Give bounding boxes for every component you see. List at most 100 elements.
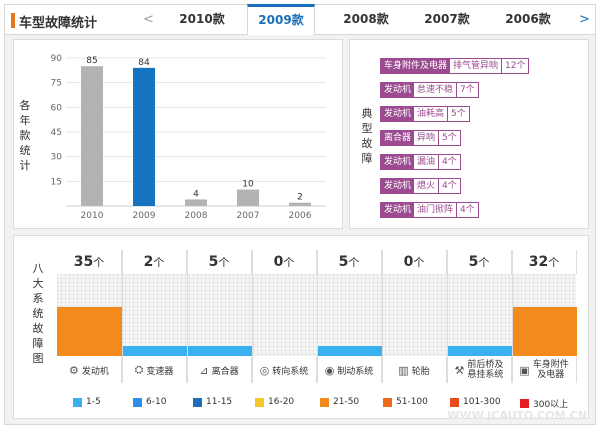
tab-2006[interactable]: 2006款 bbox=[505, 12, 551, 26]
system-count: 5个 bbox=[447, 250, 512, 274]
system-label[interactable]: ◎ 转向系统 bbox=[252, 357, 317, 383]
legend-item: 101-300 bbox=[450, 397, 501, 407]
count-value: 0 bbox=[403, 254, 414, 270]
label-char: 款 bbox=[19, 129, 31, 142]
legend-label: 51-100 bbox=[396, 397, 428, 407]
battery-icon: ▣ bbox=[519, 363, 530, 377]
fault-stats-widget: 车型故障统计 < 2010款 2009款 2008款 2007款 2006款 >… bbox=[4, 4, 596, 425]
system-name: 转向系统 bbox=[272, 366, 309, 377]
year-stats-panel: 各 年 款 统 计 15 30 45 60 75 90 85 2010 84 2009 4 2008 1… bbox=[13, 39, 343, 229]
system-name: 发动机 bbox=[81, 366, 109, 377]
legend-swatch bbox=[255, 397, 264, 407]
fault-category: 发动机 bbox=[381, 155, 415, 169]
fault-count: 7个 bbox=[457, 83, 478, 97]
system-name: 离合器 bbox=[211, 366, 239, 377]
legend-label: 21-50 bbox=[333, 397, 360, 407]
tab-2007[interactable]: 2007款 bbox=[424, 12, 470, 26]
count-value: 5 bbox=[208, 254, 219, 270]
tab-2010[interactable]: 2010款 bbox=[179, 12, 225, 26]
bar-value-label: 84 bbox=[138, 58, 150, 68]
system-label[interactable]: ⊿ 离合器 bbox=[187, 357, 252, 383]
label-char: 典 bbox=[361, 107, 373, 120]
legend-swatch bbox=[193, 397, 202, 407]
system-name: 轮胎 bbox=[411, 366, 430, 377]
system-level-bar[interactable] bbox=[512, 307, 577, 356]
fault-item[interactable]: 车身附件及电器 排气管异响 12个 bbox=[380, 58, 530, 74]
fault-category: 车身附件及电器 bbox=[381, 59, 451, 73]
fault-category: 离合器 bbox=[381, 131, 415, 145]
legend-item: 11-15 bbox=[193, 397, 232, 407]
header-bar: 车型故障统计 < 2010款 2009款 2008款 2007款 2006款 > bbox=[5, 4, 595, 35]
system-label[interactable]: ▣ 车身附件 及电器 bbox=[512, 357, 577, 383]
fault-item[interactable]: 离合器 异响 5个 bbox=[380, 130, 461, 146]
tab-2009[interactable]: 2009款 bbox=[247, 4, 315, 35]
system-level-bar[interactable] bbox=[447, 346, 512, 356]
tab-2008[interactable]: 2008款 bbox=[343, 12, 389, 26]
legend-swatch bbox=[450, 397, 459, 407]
legend-item: 21-50 bbox=[320, 397, 359, 407]
count-unit: 个 bbox=[93, 256, 105, 269]
legend-item: 51-100 bbox=[383, 397, 428, 407]
system-level-bar[interactable] bbox=[122, 346, 187, 356]
y-tick-label: 60 bbox=[51, 103, 63, 113]
fault-item[interactable]: 发动机 油耗高 5个 bbox=[380, 106, 470, 122]
y-tick-label: 15 bbox=[51, 177, 62, 187]
prev-arrow-icon[interactable]: < bbox=[143, 12, 154, 27]
legend-swatch bbox=[383, 397, 392, 407]
y-tick-label: 90 bbox=[51, 54, 63, 64]
title-accent bbox=[11, 13, 15, 28]
legend-label: 1-5 bbox=[86, 397, 101, 407]
legend-swatch bbox=[133, 397, 142, 407]
system-label[interactable]: ⛭ 变速器 bbox=[122, 357, 187, 383]
system-level-bar[interactable] bbox=[187, 346, 252, 356]
system-level-bar[interactable] bbox=[57, 307, 122, 356]
count-unit: 个 bbox=[478, 256, 490, 269]
fault-count: 4个 bbox=[439, 179, 460, 193]
label-char: 障 bbox=[32, 337, 44, 350]
bar-2009[interactable] bbox=[133, 67, 155, 206]
column-divider bbox=[187, 250, 188, 383]
label-char: 图 bbox=[32, 352, 44, 365]
count-value: 32 bbox=[528, 254, 549, 270]
count-unit: 个 bbox=[348, 256, 360, 269]
fault-item[interactable]: 发动机 怠速不稳 7个 bbox=[380, 82, 479, 98]
bar-2007[interactable] bbox=[237, 189, 259, 206]
fault-count: 5个 bbox=[448, 107, 469, 121]
fault-category: 发动机 bbox=[381, 179, 415, 193]
label-char: 系 bbox=[32, 292, 44, 305]
bar-2010[interactable] bbox=[81, 66, 103, 206]
fault-item[interactable]: 发动机 熄火 4个 bbox=[380, 178, 461, 194]
x-tick-label: 2006 bbox=[289, 211, 312, 221]
legend-swatch bbox=[73, 397, 82, 407]
count-value: 2 bbox=[143, 254, 154, 270]
label-char: 障 bbox=[361, 152, 373, 165]
fault-item[interactable]: 发动机 漏油 4个 bbox=[380, 154, 461, 170]
system-level-bar[interactable] bbox=[317, 346, 382, 356]
bar-value-label: 85 bbox=[86, 56, 97, 66]
system-label[interactable]: ⚒ 前后桥及 悬挂系统 bbox=[447, 357, 512, 383]
fault-item[interactable]: 发动机 油门掀阵 4个 bbox=[380, 202, 479, 218]
system-name: 前后桥及 悬挂系统 bbox=[467, 360, 503, 380]
system-name-line: 前后桥及 bbox=[467, 360, 504, 370]
label-char: 故 bbox=[32, 322, 44, 335]
bar-2006[interactable] bbox=[289, 202, 311, 206]
clutch-pedal-icon: ⊿ bbox=[199, 363, 209, 377]
bar-value-label: 10 bbox=[242, 180, 254, 190]
x-tick-label: 2008 bbox=[185, 211, 208, 221]
system-label[interactable]: ◉ 制动系统 bbox=[317, 357, 382, 383]
legend-item: 16-20 bbox=[255, 397, 294, 407]
watermark: WWW.JCAUTO.COM.CN bbox=[447, 409, 587, 422]
y-tick-label: 75 bbox=[51, 79, 62, 89]
system-name: 车身附件 及电器 bbox=[533, 360, 569, 380]
typical-faults-panel: 典 型 故 障 车身附件及电器 排气管异响 12个 发动机 怠速不稳 7个 发动机 油耗高 5个… bbox=[349, 39, 589, 229]
label-char: 故 bbox=[361, 137, 373, 150]
tire-icon: ▥ bbox=[398, 363, 409, 377]
fault-count: 5个 bbox=[439, 131, 460, 145]
engine-icon: ⚙ bbox=[69, 363, 79, 377]
system-label[interactable]: ▥ 轮胎 bbox=[382, 357, 447, 383]
bar-2008[interactable] bbox=[185, 199, 207, 206]
next-arrow-icon[interactable]: > bbox=[579, 12, 590, 27]
column-divider bbox=[252, 250, 253, 383]
system-count: 32个 bbox=[512, 250, 577, 274]
system-label[interactable]: ⚙ 发动机 bbox=[57, 357, 122, 383]
